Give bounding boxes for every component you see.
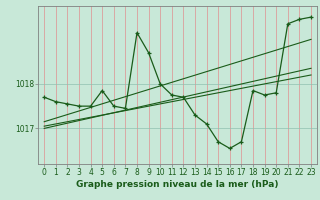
X-axis label: Graphe pression niveau de la mer (hPa): Graphe pression niveau de la mer (hPa) <box>76 180 279 189</box>
